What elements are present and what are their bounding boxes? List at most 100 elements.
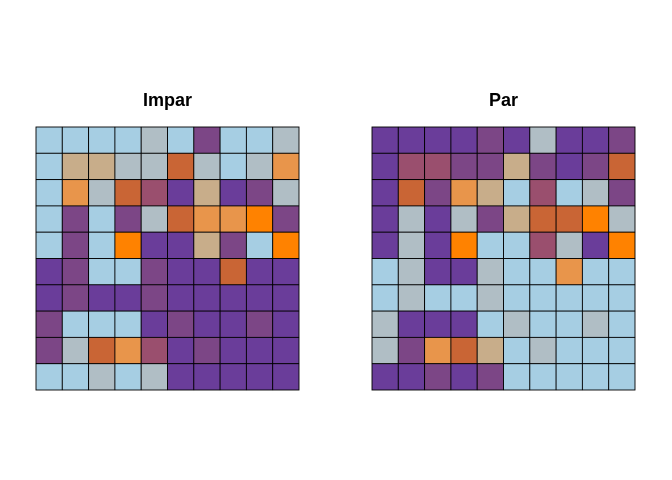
heatmap-cell bbox=[476, 284, 504, 312]
heatmap-cell bbox=[114, 126, 142, 154]
panel-title-impar: Impar bbox=[143, 90, 192, 110]
heatmap-cell bbox=[424, 152, 452, 181]
heatmap-cell bbox=[88, 284, 116, 312]
heatmap-grid-par bbox=[371, 126, 636, 391]
heatmap-cell bbox=[272, 363, 300, 391]
heatmap-cell bbox=[88, 310, 116, 338]
heatmap-cell bbox=[555, 152, 583, 181]
heatmap-cell bbox=[581, 152, 610, 181]
heatmap-cell bbox=[555, 205, 583, 233]
heatmap-cell bbox=[88, 126, 116, 154]
heatmap-cell bbox=[476, 152, 504, 181]
heatmap-cell bbox=[555, 310, 583, 338]
heatmap-cell bbox=[245, 205, 274, 233]
heatmap-grid-impar bbox=[35, 126, 300, 391]
heatmap-cell bbox=[371, 152, 399, 181]
heatmap-cell bbox=[61, 258, 90, 286]
heatmap-cell bbox=[114, 310, 142, 338]
heatmap-cell bbox=[193, 205, 221, 233]
heatmap-cell bbox=[272, 231, 300, 259]
heatmap-cell bbox=[476, 336, 504, 365]
heatmap-cell bbox=[219, 205, 247, 233]
heatmap-cell bbox=[450, 179, 478, 207]
heatmap-cell bbox=[35, 179, 63, 207]
heatmap-cell bbox=[555, 258, 583, 286]
heatmap-cell bbox=[167, 363, 195, 391]
heatmap-cell bbox=[397, 231, 426, 259]
heatmap-cell bbox=[61, 179, 90, 207]
heatmap-cell bbox=[397, 126, 426, 154]
heatmap-cell bbox=[371, 205, 399, 233]
heatmap-cell bbox=[193, 363, 221, 391]
heatmap-cell bbox=[608, 152, 636, 181]
heatmap-cell bbox=[529, 258, 557, 286]
heatmap-cell bbox=[140, 363, 168, 391]
heatmap-cell bbox=[193, 336, 221, 365]
heatmap-cell bbox=[397, 336, 426, 365]
heatmap-cell bbox=[503, 336, 531, 365]
heatmap-cell bbox=[245, 126, 274, 154]
heatmap-cell bbox=[114, 363, 142, 391]
heatmap-cell bbox=[397, 205, 426, 233]
heatmap-cell bbox=[503, 205, 531, 233]
heatmap-cell bbox=[140, 126, 168, 154]
heatmap-cell bbox=[140, 284, 168, 312]
heatmap-cell bbox=[529, 363, 557, 391]
heatmap-cell bbox=[61, 310, 90, 338]
heatmap-cell bbox=[193, 284, 221, 312]
heatmap-cell bbox=[61, 284, 90, 312]
heatmap-cell bbox=[61, 231, 90, 259]
heatmap-cell bbox=[608, 363, 636, 391]
heatmap-cell bbox=[61, 336, 90, 365]
heatmap-cell bbox=[371, 310, 399, 338]
heatmap-cell bbox=[245, 284, 274, 312]
heatmap-cell bbox=[608, 284, 636, 312]
heatmap-cell bbox=[88, 152, 116, 181]
heatmap-cell bbox=[581, 258, 610, 286]
heatmap-cell bbox=[272, 258, 300, 286]
heatmap-cell bbox=[476, 363, 504, 391]
heatmap-cell bbox=[581, 205, 610, 233]
heatmap-cell bbox=[219, 310, 247, 338]
heatmap-cell bbox=[167, 336, 195, 365]
heatmap-cell bbox=[167, 152, 195, 181]
heatmap-cell bbox=[219, 179, 247, 207]
heatmap-cell bbox=[193, 258, 221, 286]
heatmap-cell bbox=[167, 284, 195, 312]
heatmap-cell bbox=[272, 205, 300, 233]
heatmap-cell bbox=[272, 152, 300, 181]
heatmap-cell bbox=[140, 310, 168, 338]
heatmap-cell bbox=[219, 284, 247, 312]
heatmap-cell bbox=[114, 205, 142, 233]
heatmap-cell bbox=[35, 152, 63, 181]
heatmap-cell bbox=[167, 179, 195, 207]
heatmap-cell bbox=[581, 310, 610, 338]
heatmap-cell bbox=[88, 258, 116, 286]
heatmap-cell bbox=[503, 310, 531, 338]
heatmap-cell bbox=[397, 179, 426, 207]
heatmap-cell bbox=[114, 179, 142, 207]
heatmap-cell bbox=[529, 231, 557, 259]
heatmap-cell bbox=[476, 179, 504, 207]
heatmap-cell bbox=[140, 258, 168, 286]
heatmap-cell bbox=[503, 126, 531, 154]
heatmap-cell bbox=[167, 258, 195, 286]
heatmap-cell bbox=[61, 205, 90, 233]
heatmap-cell bbox=[529, 310, 557, 338]
heatmap-cell bbox=[167, 310, 195, 338]
heatmap-cell bbox=[219, 152, 247, 181]
heatmap-cell bbox=[193, 126, 221, 154]
heatmap-cell bbox=[424, 258, 452, 286]
heatmap-cell bbox=[219, 258, 247, 286]
heatmap-cell bbox=[529, 179, 557, 207]
panel-title-par: Par bbox=[489, 90, 518, 110]
heatmap-cell bbox=[608, 231, 636, 259]
heatmap-cell bbox=[397, 284, 426, 312]
heatmap-cell bbox=[35, 231, 63, 259]
heatmap-cell bbox=[450, 258, 478, 286]
heatmap-cell bbox=[397, 363, 426, 391]
heatmap-cell bbox=[167, 205, 195, 233]
heatmap-cell bbox=[245, 310, 274, 338]
heatmap-cell bbox=[555, 126, 583, 154]
